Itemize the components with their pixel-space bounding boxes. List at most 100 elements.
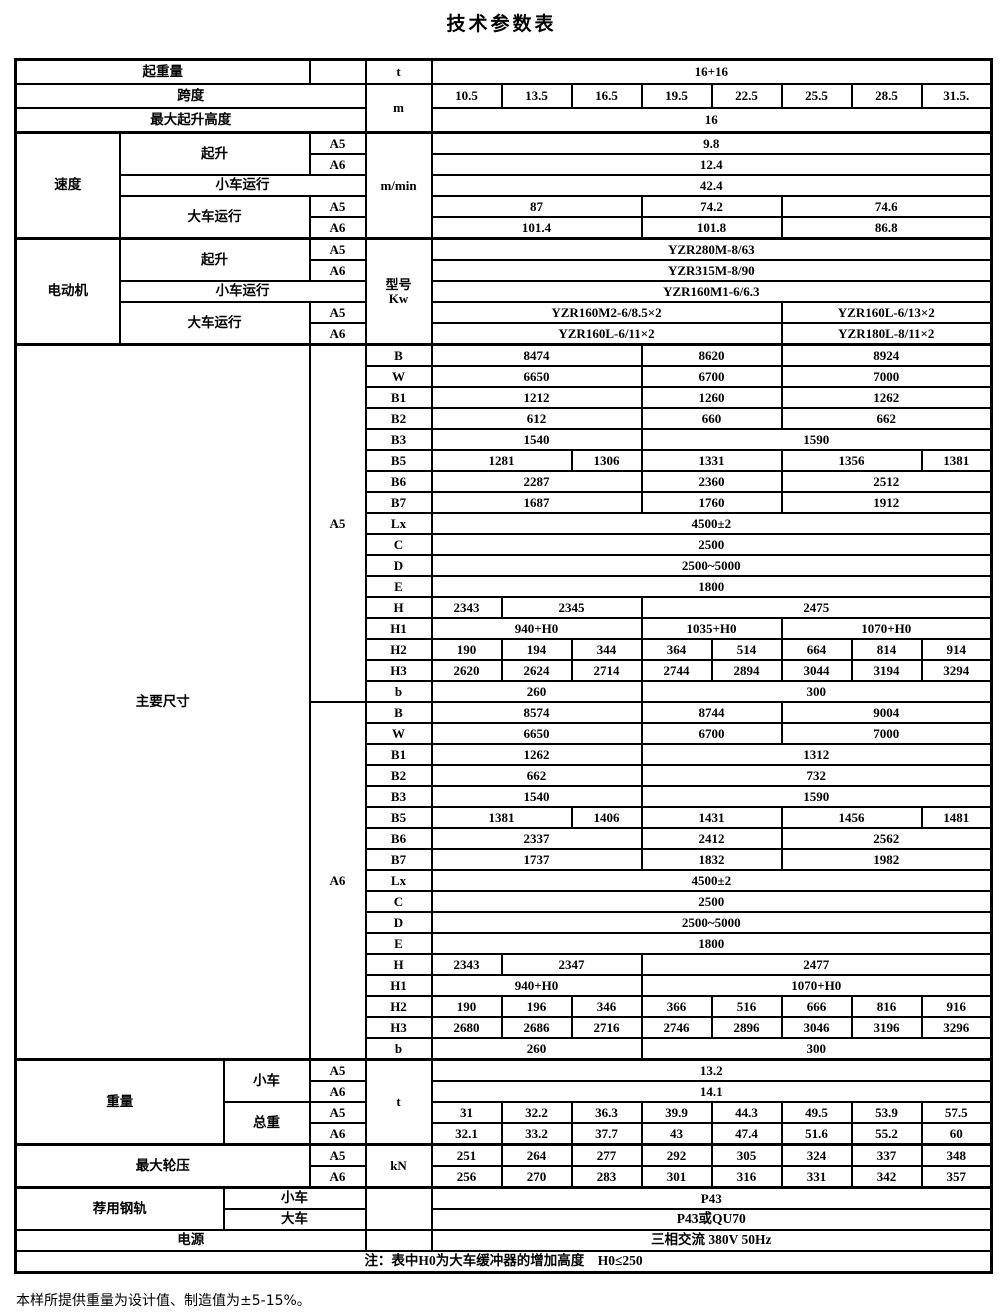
dim-label: H: [364, 596, 433, 619]
table-row: B6 2287 2360 2512: [16, 470, 993, 493]
value-cell: 1590: [640, 785, 993, 808]
value-cell: 1406: [570, 806, 643, 829]
value-cell: 348: [920, 1143, 993, 1167]
value-cell: 101.8: [640, 216, 783, 240]
dim-label: Lx: [364, 512, 433, 535]
value-cell: 4500±2: [430, 512, 993, 535]
value-cell: 2894: [710, 659, 783, 682]
value-cell: 264: [500, 1143, 573, 1167]
value-cell: 916: [920, 995, 993, 1018]
table-row: 最大起升高度 16: [14, 107, 993, 134]
table-row: B6 2337 2412 2562: [16, 827, 993, 850]
value-cell: YZR160L-6/11×2: [430, 322, 783, 346]
grade-label: A6: [308, 1165, 367, 1189]
value-cell: 1737: [430, 848, 643, 871]
dim-label: H3: [364, 1016, 433, 1039]
value-cell: 12.4: [430, 153, 993, 176]
table-row: H 2343 2345 2475: [16, 596, 993, 619]
value-cell: 3294: [920, 659, 993, 682]
value-cell: 55.2: [850, 1122, 923, 1146]
value-cell: 60: [920, 1122, 993, 1146]
value-cell: 196: [500, 995, 573, 1018]
value-cell: 25.5: [780, 83, 853, 109]
table-row: A6 101.4 101.8 86.8: [16, 216, 993, 240]
table-row: B1 1212 1260 1262: [16, 386, 993, 409]
row-label: 起重量: [14, 58, 311, 85]
dim-label: H1: [364, 974, 433, 997]
dim-label: B7: [364, 491, 433, 514]
value-cell: 316: [710, 1165, 783, 1189]
dim-label: B5: [364, 806, 433, 829]
value-cell: 2345: [500, 596, 643, 619]
table-row: E 1800: [16, 575, 993, 598]
value-cell: 37.7: [570, 1122, 643, 1146]
page-title: 技术参数表: [446, 13, 557, 35]
table-row: B7 1687 1760 1912: [16, 491, 993, 514]
table-row: 荐用钢轨 小车 P43: [14, 1186, 993, 1231]
value-cell: 342: [850, 1165, 923, 1189]
grade-label: A6: [308, 259, 367, 282]
row-label: 小车运行: [118, 280, 367, 303]
table-row: 电动机 起升 A5 型号 Kw YZR280M-8/63: [14, 237, 993, 346]
table-row: 速度 起升 A5 m/min 9.8: [14, 131, 993, 240]
value-cell: 6650: [430, 365, 643, 388]
table-row: 总重 A5 31 32.2 36.3 39.9 44.3 49.5 53.9 57.5: [16, 1101, 993, 1146]
value-cell: 364: [640, 638, 713, 661]
dim-label: H2: [364, 638, 433, 661]
value-cell: 732: [640, 764, 993, 787]
table-row: 跨度 m 10.5 13.5 16.5 19.5 22.5 25.5 28.5 31.5.: [14, 83, 993, 134]
value-cell: P43: [430, 1186, 993, 1210]
row-label: 大车运行: [118, 301, 311, 346]
value-cell: 1035+H0: [640, 617, 783, 640]
empty-cell: [364, 1186, 433, 1231]
value-cell: 4500±2: [430, 869, 993, 892]
dim-label: B: [364, 343, 433, 367]
dim-label: H: [364, 953, 433, 976]
value-cell: 51.6: [780, 1122, 853, 1146]
dim-label: B6: [364, 827, 433, 850]
table-row: b 260 300: [16, 680, 993, 703]
value-cell: 940+H0: [430, 617, 643, 640]
value-cell: 87: [430, 195, 643, 218]
value-cell: 612: [430, 407, 643, 430]
value-cell: 270: [500, 1165, 573, 1189]
value-cell: 331: [780, 1165, 853, 1189]
table-row: A6 14.1: [16, 1080, 993, 1103]
value-cell: 1262: [430, 743, 643, 766]
table-row: W 6650 6700 7000: [16, 365, 993, 388]
value-cell: 664: [780, 638, 853, 661]
value-cell: 14.1: [430, 1080, 993, 1103]
table-row: Lx 4500±2: [16, 869, 993, 892]
table-row: 大车运行 A5 YZR160M2-6/8.5×2 YZR160L-6/13×2: [16, 301, 993, 346]
value-cell: 13.2: [430, 1058, 993, 1082]
value-cell: 6700: [640, 722, 783, 745]
value-cell: 33.2: [500, 1122, 573, 1146]
row-label: 最大轮压: [14, 1143, 311, 1189]
value-cell: 19.5: [640, 83, 713, 109]
grade-label: A5: [308, 1143, 367, 1167]
dim-label: b: [364, 680, 433, 703]
unit-label: t: [364, 58, 433, 85]
grade-label: A6: [308, 216, 367, 240]
empty-cell: [308, 58, 367, 85]
empty-cell: [364, 1229, 433, 1252]
table-row: 电源 三相交流 380V 50Hz: [14, 1229, 993, 1252]
dim-label: H3: [364, 659, 433, 682]
value-cell: 366: [640, 995, 713, 1018]
dim-label: B5: [364, 449, 433, 472]
table-row: H3 2680 2686 2716 2746 2896 3046 3196 3296: [16, 1016, 993, 1039]
value-cell: 101.4: [430, 216, 643, 240]
dim-label: B1: [364, 386, 433, 409]
value-cell: 86.8: [780, 216, 993, 240]
value-cell: 814: [850, 638, 923, 661]
value-cell: 8924: [780, 343, 993, 367]
value-cell: 39.9: [640, 1101, 713, 1124]
value-cell: 2896: [710, 1016, 783, 1039]
row-label: 总重: [222, 1101, 311, 1146]
value-cell: 251: [430, 1143, 503, 1167]
value-cell: 74.2: [640, 195, 783, 218]
value-cell: 1306: [570, 449, 643, 472]
value-cell: 43: [640, 1122, 713, 1146]
grade-label: A6: [308, 153, 367, 176]
